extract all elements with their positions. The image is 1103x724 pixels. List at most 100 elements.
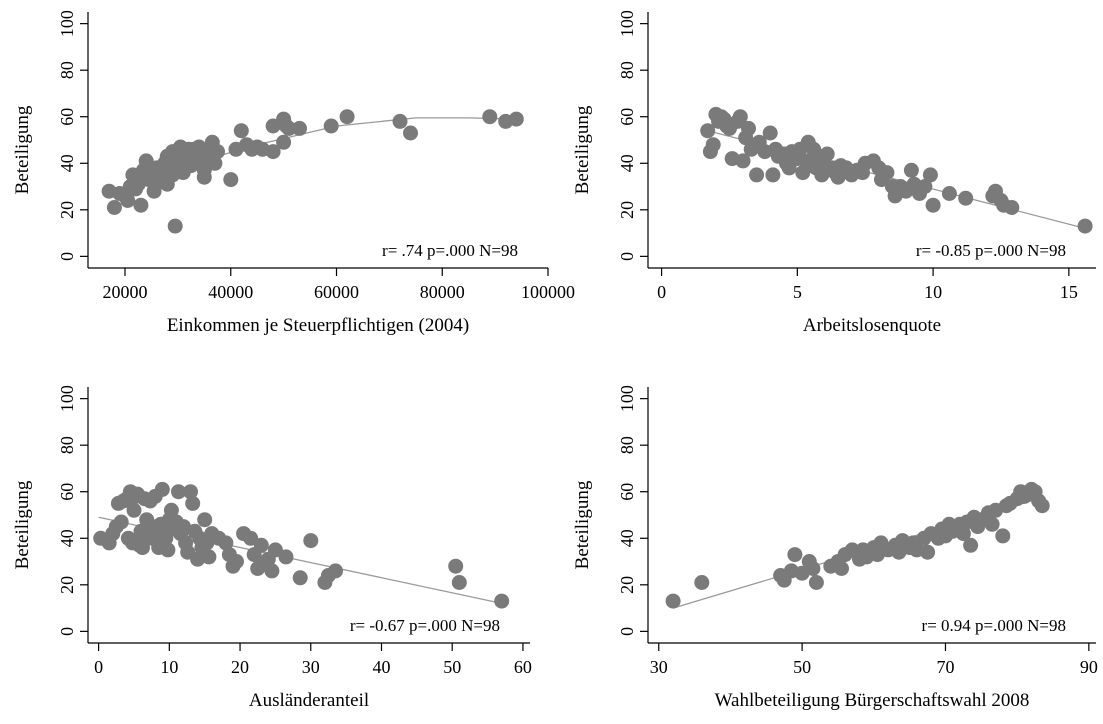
- data-point: [218, 535, 234, 551]
- x-axis-title: Arbeitslosenquote: [803, 315, 941, 336]
- data-point: [190, 551, 206, 567]
- data-point: [955, 526, 971, 542]
- data-point: [819, 146, 835, 162]
- data-point: [1034, 498, 1050, 514]
- y-tick-label: 60: [57, 483, 77, 501]
- x-tick-label: 20: [231, 657, 249, 677]
- data-point: [328, 563, 343, 579]
- y-tick-label: 80: [57, 436, 77, 454]
- correlation-annotation: r= -0.67 p=.000 N=98: [350, 616, 500, 635]
- x-axis-title: Ausländeranteil: [249, 690, 369, 711]
- x-tick-label: 60: [514, 657, 532, 677]
- y-tick-label: 100: [617, 10, 637, 37]
- data-point: [403, 125, 418, 141]
- data-point: [903, 162, 919, 178]
- data-point: [879, 165, 895, 181]
- data-point: [1004, 200, 1020, 215]
- y-tick-label: 40: [617, 154, 637, 172]
- x-tick-label: 40: [372, 657, 390, 677]
- y-tick-label: 100: [57, 385, 77, 412]
- data-point: [135, 540, 150, 556]
- x-tick-label: 70: [936, 657, 954, 677]
- x-tick-label: 0: [657, 282, 666, 302]
- data-point: [732, 109, 748, 125]
- data-point: [167, 218, 183, 234]
- x-tick-label: 15: [1060, 282, 1078, 302]
- data-point: [814, 167, 830, 183]
- data-point: [197, 512, 213, 528]
- data-point: [482, 109, 498, 125]
- data-point: [113, 514, 129, 530]
- data-point: [276, 134, 292, 150]
- data-point: [160, 542, 176, 558]
- data-point: [917, 179, 933, 194]
- data-point: [267, 542, 283, 558]
- y-tick-label: 0: [617, 627, 637, 636]
- data-point: [233, 123, 249, 139]
- y-tick-label: 20: [617, 201, 637, 219]
- y-tick-label: 80: [57, 61, 77, 79]
- y-axis-title: Beteiligung: [572, 105, 593, 194]
- y-tick-label: 100: [57, 10, 77, 37]
- x-tick-label: 90: [1080, 657, 1098, 677]
- y-tick-label: 100: [617, 385, 637, 412]
- data-point: [765, 167, 781, 183]
- y-tick-label: 0: [57, 627, 77, 636]
- data-point: [834, 561, 849, 576]
- y-tick-label: 60: [617, 483, 637, 501]
- data-point: [920, 544, 936, 560]
- x-tick-label: 10: [924, 282, 942, 302]
- data-point: [805, 561, 821, 576]
- data-point: [126, 502, 142, 518]
- data-point: [210, 144, 225, 160]
- y-axis-title: Beteiligung: [12, 105, 33, 194]
- x-tick-label: 50: [443, 657, 461, 677]
- x-tick-label: 30: [302, 657, 320, 677]
- data-point: [201, 549, 217, 565]
- data-point: [508, 111, 524, 127]
- data-point: [958, 190, 974, 206]
- data-point: [264, 563, 280, 579]
- data-point: [787, 547, 803, 563]
- x-axis-title: Einkommen je Steuerpflichtigen (2004): [167, 315, 469, 336]
- x-tick-label: 5: [793, 282, 802, 302]
- data-point: [185, 495, 201, 511]
- data-point: [223, 172, 239, 188]
- scatter-panel-2: 0 20 40 60 80 100 0 5 10 15 Arbeitslosenquote Betei…: [572, 10, 1096, 336]
- y-axis-title: Beteiligung: [572, 480, 593, 569]
- data-point: [120, 193, 136, 208]
- data-point: [694, 575, 710, 590]
- data-point: [339, 109, 355, 125]
- y-tick-label: 80: [617, 436, 637, 454]
- y-tick-label: 40: [617, 529, 637, 547]
- y-tick-label: 80: [617, 61, 637, 79]
- data-point: [392, 113, 408, 129]
- y-tick-label: 40: [57, 529, 77, 547]
- data-point: [176, 519, 191, 535]
- data-point: [133, 197, 149, 213]
- x-tick-label: 10: [160, 657, 178, 677]
- data-point: [281, 120, 297, 136]
- data-point: [941, 186, 957, 201]
- y-axis-title: Beteiligung: [12, 480, 33, 569]
- x-tick-label: 50: [793, 657, 811, 677]
- data-point: [735, 153, 751, 169]
- scatter-panel-3: 0 20 40 60 80 100 0 10 20 30 40 50 60 Ausländeranteil…: [12, 385, 532, 711]
- data-point: [163, 502, 179, 518]
- y-tick-label: 20: [617, 576, 637, 594]
- data-point: [171, 484, 186, 500]
- data-point: [106, 200, 122, 215]
- x-tick-label: 60000: [314, 282, 359, 302]
- x-tick-label: 0: [94, 657, 103, 677]
- x-axis-title: Wahlbeteiligung Bürgerschaftswahl 2008: [715, 690, 1030, 711]
- data-point: [494, 593, 510, 609]
- data-point: [448, 558, 464, 574]
- data-point: [762, 125, 778, 141]
- data-point: [665, 593, 681, 609]
- y-tick-label: 0: [57, 252, 77, 261]
- x-tick-label: 100000: [521, 282, 575, 302]
- x-tick-label: 80000: [420, 282, 465, 302]
- y-tick-label: 60: [57, 108, 77, 126]
